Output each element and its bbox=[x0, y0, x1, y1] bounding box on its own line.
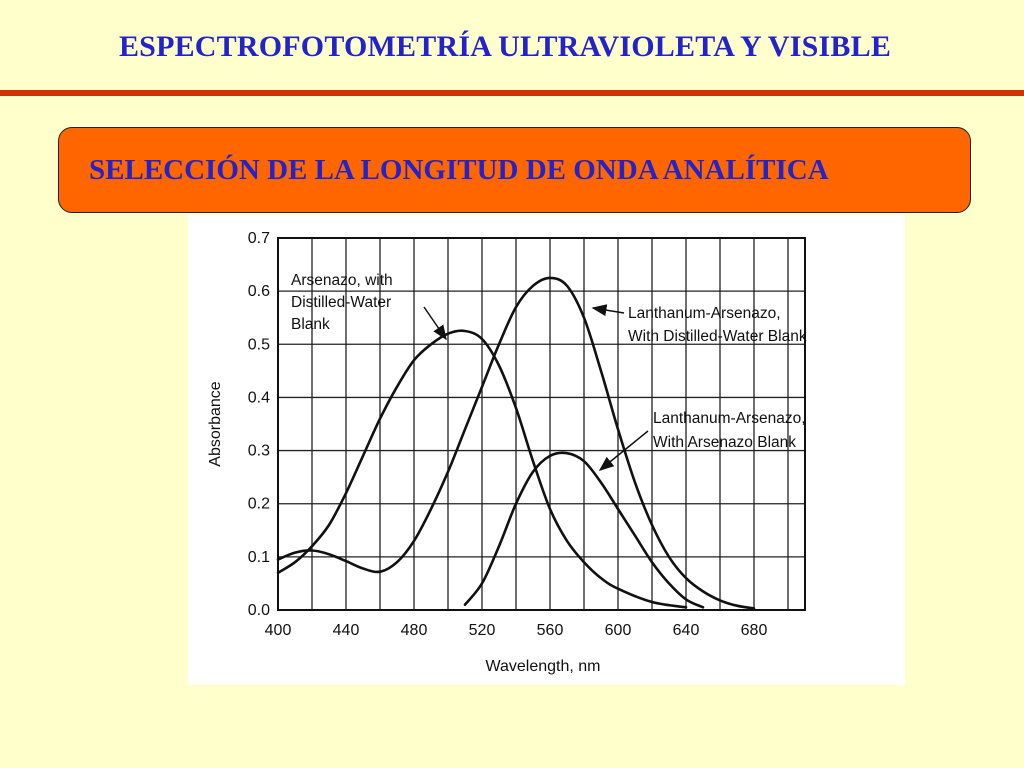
y-tick-label: 0.2 bbox=[248, 496, 270, 513]
y-tick-label: 0.6 bbox=[248, 283, 270, 300]
x-axis-label: Wavelength, nm bbox=[485, 658, 600, 675]
subtitle-banner: SELECCIÓN DE LA LONGITUD DE ONDA ANALÍTI… bbox=[58, 127, 971, 213]
x-tick-label: 640 bbox=[673, 622, 700, 639]
chart-annotations: Arsenazo, with Distilled-Water Blank Lan… bbox=[291, 272, 807, 471]
annotation-la-water-line-1: Lanthanum-Arsenazo, bbox=[628, 305, 781, 322]
annotation-la-water-arrow bbox=[591, 304, 625, 317]
series-line-1 bbox=[276, 329, 688, 609]
x-tick-label: 440 bbox=[333, 622, 360, 639]
y-tick-label: 0.1 bbox=[248, 549, 270, 566]
annotation-la-arsenazo-line-1: Lanthanum-Arsenazo, bbox=[653, 410, 806, 427]
chart-svg: 400 440 480 520 560 600 640 680 0.0 0.1 0.2 0.3 0.4 0… bbox=[207, 230, 807, 675]
annotation-arsenazo-line-3: Blank bbox=[291, 316, 330, 333]
annotation-la-water-line-2: With Distilled-Water Blank bbox=[628, 328, 807, 345]
y-tick-label: 0.5 bbox=[248, 336, 270, 353]
chart-series bbox=[276, 276, 756, 610]
annotation-la-arsenazo-arrow bbox=[598, 430, 649, 471]
absorbance-chart: 400 440 480 520 560 600 640 680 0.0 0.1 0.2 0.3 0.4 0… bbox=[188, 215, 905, 685]
x-tick-label: 680 bbox=[741, 622, 768, 639]
x-tick-label: 520 bbox=[469, 622, 496, 639]
series-line-2 bbox=[276, 276, 756, 610]
x-tick-label: 400 bbox=[265, 622, 292, 639]
x-tick-label: 600 bbox=[605, 622, 632, 639]
chart-frame bbox=[277, 237, 806, 611]
y-tick-label: 0.7 bbox=[248, 230, 270, 247]
y-tick-label: 0.0 bbox=[248, 602, 270, 619]
slide-title: ESPECTROFOTOMETRÍA ULTRAVIOLETA Y VISIBL… bbox=[118, 30, 892, 63]
title-divider bbox=[0, 90, 1024, 96]
annotation-arsenazo-arrow bbox=[423, 306, 447, 341]
x-tick-label: 480 bbox=[401, 622, 428, 639]
series-line-3 bbox=[463, 451, 705, 609]
y-tick-label: 0.4 bbox=[248, 389, 270, 406]
y-tick-label: 0.3 bbox=[248, 443, 270, 460]
chart-ticks: 400 440 480 520 560 600 640 680 0.0 0.1 0.2 0.3 0.4 0… bbox=[248, 230, 768, 639]
x-tick-label: 560 bbox=[537, 622, 564, 639]
annotation-arsenazo-line-1: Arsenazo, with bbox=[291, 272, 393, 289]
annotation-la-arsenazo-line-2: With Arsenazo Blank bbox=[653, 434, 796, 451]
subtitle-text: SELECCIÓN DE LA LONGITUD DE ONDA ANALÍTI… bbox=[89, 154, 829, 186]
y-axis-label: Absorbance bbox=[207, 381, 224, 466]
annotation-arsenazo-line-2: Distilled-Water bbox=[291, 294, 391, 311]
